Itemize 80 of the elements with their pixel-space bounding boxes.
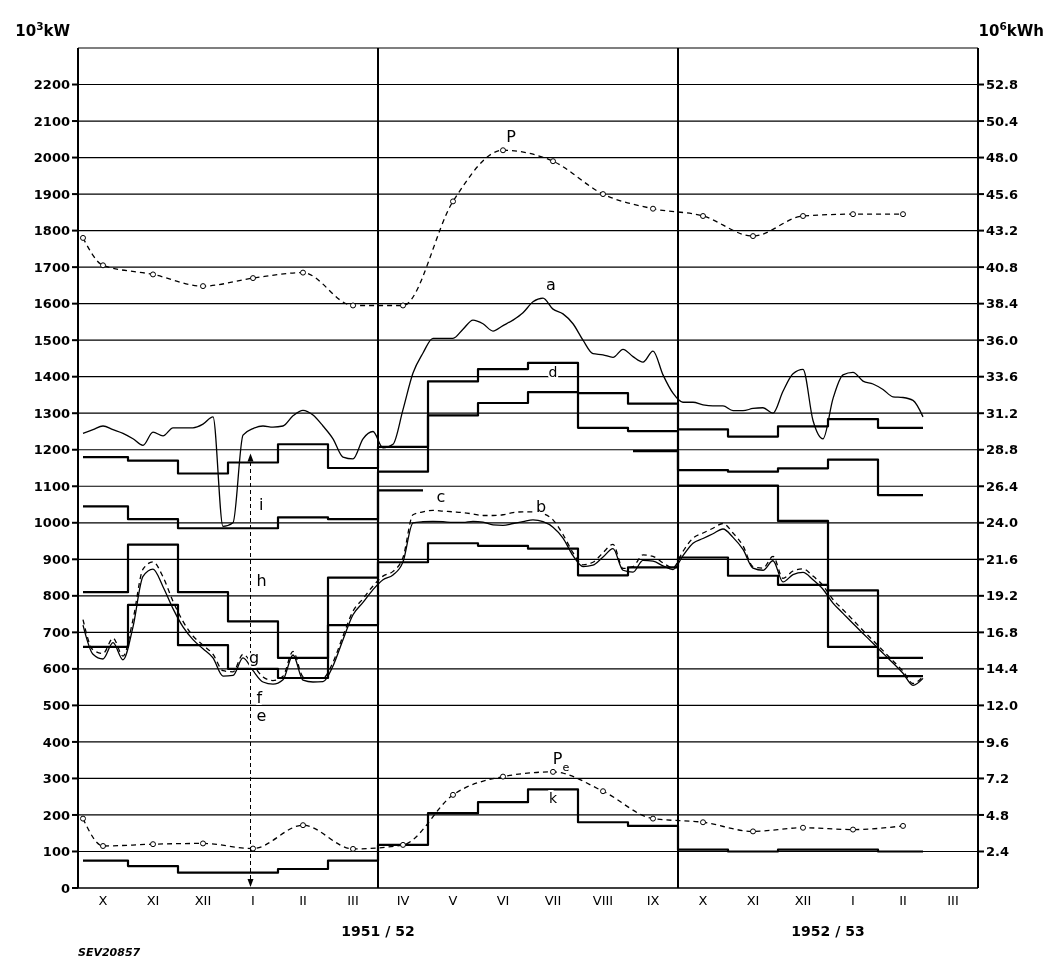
y-tick-label: 1200 bbox=[33, 442, 70, 458]
y2-tick-label: 2.4 bbox=[986, 844, 1010, 860]
y2-tick-label: 19.2 bbox=[986, 588, 1019, 604]
y-tick-label: 1600 bbox=[33, 296, 70, 312]
y2-tick-label: 14.4 bbox=[986, 661, 1019, 677]
x-tick-label: X bbox=[98, 893, 108, 909]
series-label: a bbox=[546, 275, 556, 295]
text: SEV20857 bbox=[78, 946, 141, 959]
x-tick-label: III bbox=[347, 893, 359, 909]
y-tick-label: 2200 bbox=[33, 77, 70, 93]
series-label: P$_{e}$ bbox=[552, 748, 570, 774]
series-label: d bbox=[548, 363, 558, 380]
y2-tick-label: 33.6 bbox=[986, 369, 1019, 385]
x-tick-label: II bbox=[899, 893, 907, 909]
y2-tick-label: 52.8 bbox=[986, 77, 1019, 93]
y-tick-label: 1000 bbox=[33, 515, 70, 531]
y-tick-label: 600 bbox=[42, 661, 70, 677]
y-tick-label: 800 bbox=[42, 588, 70, 604]
y-tick-label: 1900 bbox=[33, 186, 70, 202]
y-tick-label: 0 bbox=[60, 880, 70, 896]
y2-tick-label: 16.8 bbox=[986, 624, 1019, 640]
y-tick-label: 1300 bbox=[33, 405, 70, 421]
x-tick-label: XII bbox=[194, 893, 212, 909]
y-tick-label: 900 bbox=[42, 551, 70, 567]
y2-tick-label: 36.0 bbox=[986, 332, 1019, 348]
y-tick-label: 1800 bbox=[33, 223, 70, 239]
series-label: b bbox=[535, 496, 547, 516]
y-tick-label: 500 bbox=[42, 698, 70, 714]
y-tick-label: 1700 bbox=[33, 259, 70, 275]
annotation: e bbox=[256, 706, 267, 726]
y2-tick-label: 26.4 bbox=[986, 478, 1019, 494]
y2-tick-label: 12.0 bbox=[986, 698, 1019, 714]
y-tick-label: 1500 bbox=[33, 332, 70, 348]
x-tick-label: IX bbox=[646, 893, 660, 909]
y-tick-label: 100 bbox=[42, 844, 70, 860]
y-tick-label: 2100 bbox=[33, 113, 70, 129]
text: 1952 / 53 bbox=[791, 923, 865, 939]
x-tick-label: VIII bbox=[592, 893, 614, 909]
y2-tick-label: 24.0 bbox=[986, 515, 1019, 531]
x-tick-label: VII bbox=[544, 893, 562, 909]
y2-tick-label: 9.6 bbox=[986, 734, 1010, 750]
y-tick-label: 400 bbox=[42, 734, 70, 750]
x-tick-label: I bbox=[851, 893, 855, 909]
y2-tick-label: 4.8 bbox=[986, 807, 1010, 823]
y2-tick-label: 38.4 bbox=[986, 296, 1019, 312]
y2-axis-title: 10$^{6}$kWh bbox=[978, 20, 1044, 40]
annotation: h bbox=[256, 571, 267, 591]
x-tick-label: XII bbox=[794, 893, 812, 909]
x-tick-label: IV bbox=[396, 893, 410, 909]
series-label: k bbox=[548, 790, 558, 807]
x-tick-label: III bbox=[947, 893, 959, 909]
x-tick-label: II bbox=[299, 893, 307, 909]
annotation: i bbox=[259, 494, 264, 514]
annotation: f bbox=[256, 688, 263, 708]
series-label: P bbox=[506, 127, 517, 147]
y-tick-label: 700 bbox=[42, 624, 70, 640]
x-tick-label: XI bbox=[746, 893, 760, 909]
x-tick-label: V bbox=[448, 893, 458, 909]
y-tick-label: 2000 bbox=[33, 150, 70, 166]
y2-tick-label: 28.8 bbox=[986, 442, 1019, 458]
series-label: c bbox=[436, 487, 446, 507]
y2-tick-label: 43.2 bbox=[986, 223, 1019, 239]
y2-tick-label: 7.2 bbox=[986, 771, 1010, 787]
y-tick-label: 1400 bbox=[33, 369, 70, 385]
y2-tick-label: 45.6 bbox=[986, 186, 1019, 202]
y2-tick-label: 21.6 bbox=[986, 551, 1019, 567]
y2-tick-label: 31.2 bbox=[986, 405, 1019, 421]
y-tick-label: 300 bbox=[42, 771, 70, 787]
y2-tick-label: 40.8 bbox=[986, 259, 1019, 275]
x-tick-label: X bbox=[698, 893, 708, 909]
annotation: g bbox=[249, 647, 260, 667]
x-tick-label: I bbox=[251, 893, 255, 909]
y2-tick-label: 50.4 bbox=[986, 113, 1019, 129]
y2-tick-label: 48.0 bbox=[986, 150, 1019, 166]
y-tick-label: 1100 bbox=[33, 478, 70, 494]
x-tick-label: VI bbox=[496, 893, 510, 909]
x-tick-label: XI bbox=[146, 893, 160, 909]
text: 1951 / 52 bbox=[341, 923, 415, 939]
y-tick-label: 200 bbox=[42, 807, 70, 823]
y-axis-title: 10$^{3}$kW bbox=[15, 20, 71, 40]
